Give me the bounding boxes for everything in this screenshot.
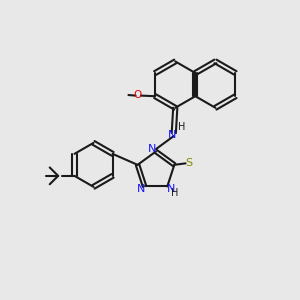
Text: S: S [185, 158, 192, 168]
Text: H: H [171, 188, 178, 198]
Text: N: N [167, 184, 175, 194]
Text: N: N [137, 184, 145, 194]
Text: O: O [134, 90, 142, 100]
Text: N: N [167, 130, 176, 140]
Text: N: N [148, 144, 157, 154]
Text: H: H [178, 122, 186, 131]
